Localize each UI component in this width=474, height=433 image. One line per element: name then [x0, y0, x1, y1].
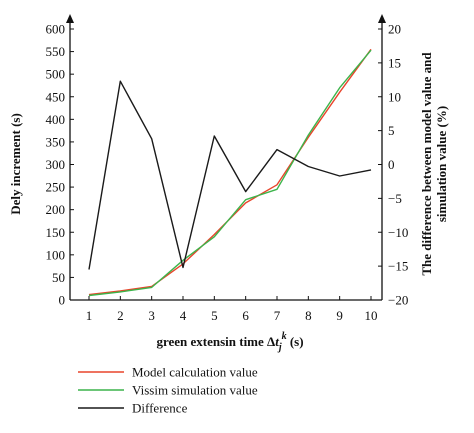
left-axis-arrow — [66, 14, 74, 23]
legend-label-0: Model calculation value — [132, 365, 258, 380]
left-tick-label: 0 — [59, 293, 66, 308]
right-tick-label: 0 — [388, 157, 395, 172]
legend-label-1: Vissim simulation value — [132, 383, 258, 398]
plot-area — [88, 48, 372, 297]
left-axis-title: Dely increment (s) — [8, 113, 23, 215]
right-tick-label: 5 — [388, 123, 395, 138]
x-tick-label: 1 — [86, 308, 93, 323]
left-tick-label: 400 — [46, 112, 66, 127]
right-axis-title-line2: simulation value (%) — [434, 106, 449, 222]
right-tick-label: −10 — [388, 225, 408, 240]
right-tick-label: 10 — [388, 89, 401, 104]
left-tick-label: 300 — [46, 157, 66, 172]
legend-label-2: Difference — [132, 401, 188, 416]
right-tick-label: −15 — [388, 259, 408, 274]
legend: Model calculation value Vissim simulation… — [78, 365, 258, 416]
right-axis-title-line1: The difference between model value and — [419, 52, 434, 276]
left-tick-label: 350 — [46, 134, 66, 149]
x-tick-label: 5 — [211, 308, 218, 323]
right-tick-label: −5 — [388, 191, 402, 206]
x-tick-label: 10 — [365, 308, 378, 323]
series-line-2 — [88, 80, 372, 270]
x-tick-label: 8 — [305, 308, 312, 323]
x-axis-title-sub: j — [277, 342, 282, 353]
left-tick-label: 600 — [46, 22, 66, 37]
x-axis-title-suffix: (s) — [287, 334, 304, 349]
x-tick-label: 3 — [148, 308, 155, 323]
left-tick-label: 200 — [46, 202, 66, 217]
x-axis-title-prefix: green extensin time Δ — [156, 334, 275, 349]
right-tick-label: 20 — [388, 22, 401, 37]
right-tick-label: 15 — [388, 55, 401, 70]
x-tick-label: 4 — [180, 308, 187, 323]
left-tick-label: 250 — [46, 180, 66, 195]
x-tick-label: 7 — [274, 308, 281, 323]
left-tick-label: 450 — [46, 89, 66, 104]
x-tick-label: 6 — [242, 308, 249, 323]
x-axis-title-sup: k — [282, 331, 287, 342]
right-axis-arrow — [378, 14, 386, 23]
x-tick-label: 9 — [336, 308, 343, 323]
left-tick-label: 100 — [46, 247, 66, 262]
left-tick-label: 150 — [46, 225, 66, 240]
left-tick-label: 50 — [52, 270, 65, 285]
right-tick-label: −20 — [388, 293, 408, 308]
x-axis-title: green extensin time Δtjk (s) — [156, 331, 303, 353]
left-tick-label: 550 — [46, 44, 66, 59]
axes: 050100150200250300350400450500550600−20−… — [46, 14, 408, 323]
left-tick-label: 500 — [46, 67, 66, 82]
x-axis-title-symbol: t — [275, 334, 279, 349]
series-line-1 — [88, 49, 372, 297]
x-tick-label: 2 — [117, 308, 124, 323]
